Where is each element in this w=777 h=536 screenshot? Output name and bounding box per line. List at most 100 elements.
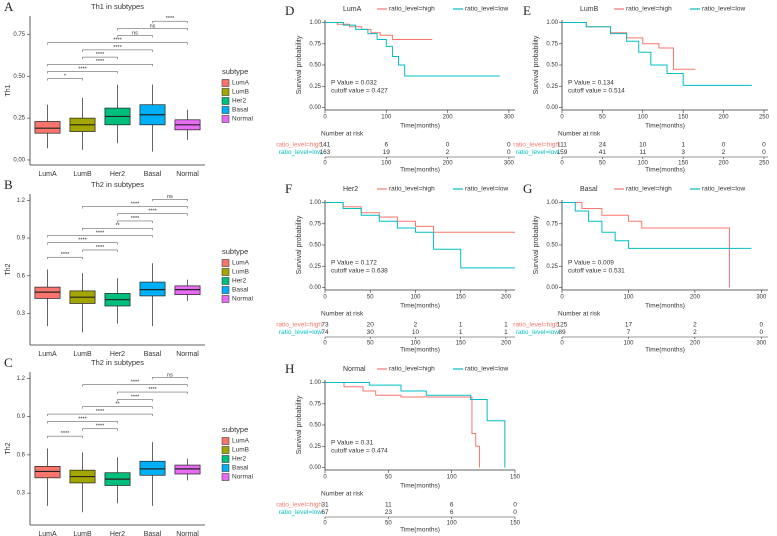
legend-label: Basal (232, 465, 249, 472)
legend-key (221, 106, 230, 114)
annotation: cutoff value = 0.531 (568, 268, 625, 275)
risk-x-tick-label: 200 (719, 161, 730, 167)
significance-label: **** (131, 380, 140, 386)
chart-title: LumA (343, 6, 362, 13)
x-tick-label: 300 (504, 115, 515, 121)
risk-count: 10 (639, 142, 647, 149)
significance-label: **** (78, 416, 87, 422)
legend-label: Her2 (232, 456, 246, 463)
x-tick-label: Basal (144, 531, 162, 536)
legend-key (221, 115, 230, 123)
significance-bracket (117, 391, 188, 395)
x-tick-label: 100 (410, 295, 421, 301)
y-tick-label: 0.3 (17, 491, 26, 497)
y-tick-label: 0.00 (309, 105, 321, 111)
risk-x-axis-label: Time(months) (645, 347, 685, 354)
significance-bracket (82, 206, 188, 209)
x-axis-label: Time(months) (645, 303, 685, 310)
chart-title: Th2 in subtypes (91, 358, 144, 367)
panel-letter: A (4, 0, 14, 14)
risk-x-axis-label: Time(months) (400, 347, 440, 354)
risk-x-tick-label: 100 (623, 341, 634, 347)
significance-label: **** (96, 230, 105, 236)
legend-title: subtype (222, 247, 248, 256)
risk-x-axis-label: Time(months) (400, 527, 440, 534)
x-tick-label: LumA (38, 171, 57, 178)
risk-x-tick-label: 0 (560, 161, 564, 167)
risk-count: 1 (459, 322, 463, 329)
y-tick-label: 1.00 (309, 20, 321, 26)
legend-key (221, 79, 230, 87)
risk-count: 19 (383, 149, 391, 156)
y-axis-label: Survival probability (296, 215, 303, 274)
risk-count: 24 (599, 142, 607, 149)
legend-key (221, 259, 230, 267)
risk-count: 0 (513, 502, 517, 509)
risk-x-tick-label: 50 (599, 161, 606, 167)
legend-label: LumA (232, 80, 250, 87)
risk-x-axis-label: Time(months) (400, 167, 440, 174)
significance-bracket (82, 428, 118, 431)
risk-x-tick-label: 100 (638, 161, 649, 167)
annotation: P Value = 0.032 (331, 80, 377, 87)
significance-bracket (47, 413, 153, 417)
y-tick-label: 0.6 (17, 273, 26, 279)
legend-key (221, 277, 230, 285)
significance-bracket (117, 399, 153, 402)
box (174, 285, 201, 296)
significance-label: * (64, 74, 67, 80)
risk-count: 6 (450, 509, 454, 516)
survival-curve (562, 22, 696, 70)
panel-letter: B (4, 177, 13, 192)
risk-row-label: ratio_level=high (276, 142, 322, 149)
significance-bracket (47, 42, 188, 45)
y-tick-label: 1.00 (309, 380, 321, 386)
y-tick-label: 0.25 (13, 116, 25, 122)
box (174, 464, 201, 475)
significance-label: ns (167, 194, 173, 200)
chart-title: Her2 (343, 186, 358, 193)
y-axis-label: Th2 (5, 263, 12, 275)
significance-bracket (47, 71, 118, 74)
y-tick-label: 1.00 (546, 20, 558, 26)
risk-x-tick-label: 250 (759, 161, 770, 167)
x-tick-label: 0 (323, 115, 327, 121)
panel-letter: E (523, 3, 531, 18)
y-axis-label: Th2 (5, 442, 12, 454)
annotation: P Value = 0.134 (568, 80, 614, 87)
risk-count: 41 (599, 149, 607, 156)
risk-count: 11 (639, 149, 646, 156)
legend-key (221, 295, 230, 303)
risk-count: 10 (412, 329, 420, 336)
survival-curve (325, 202, 515, 269)
significance-bracket (117, 213, 188, 216)
risk-table-title: Number at risk (321, 131, 364, 138)
x-tick-label: 0 (560, 295, 564, 301)
risk-x-tick-label: 200 (501, 341, 512, 347)
x-tick-label: LumA (38, 531, 57, 536)
risk-count: 31 (321, 502, 329, 509)
risk-x-tick-label: 50 (385, 521, 392, 527)
significance-label: **** (96, 424, 105, 430)
significance-bracket (152, 377, 188, 380)
legend-label: Normal (232, 296, 254, 303)
x-tick-label: 0 (323, 295, 327, 301)
survival-curve (562, 202, 752, 249)
legend-label: ratio_level=high (626, 186, 672, 193)
y-tick-label: 0.25 (546, 84, 558, 90)
risk-row-label: ratio_level=high (276, 322, 322, 329)
risk-count: 0 (513, 509, 517, 516)
chart-title: Normal (343, 366, 366, 373)
legend-key (221, 473, 230, 481)
y-tick-label: 0.00 (309, 285, 321, 291)
y-tick-label: 0.00 (546, 105, 558, 111)
risk-count: 2 (722, 149, 726, 156)
risk-x-tick-label: 0 (323, 161, 327, 167)
y-axis-label: Th1 (5, 84, 12, 96)
x-tick-label: 0 (560, 115, 564, 121)
risk-x-tick-label: 50 (367, 341, 374, 347)
significance-label: **** (148, 209, 157, 215)
risk-x-tick-label: 150 (510, 521, 521, 527)
risk-count: 111 (557, 142, 567, 149)
y-tick-label: 0.50 (309, 243, 321, 249)
